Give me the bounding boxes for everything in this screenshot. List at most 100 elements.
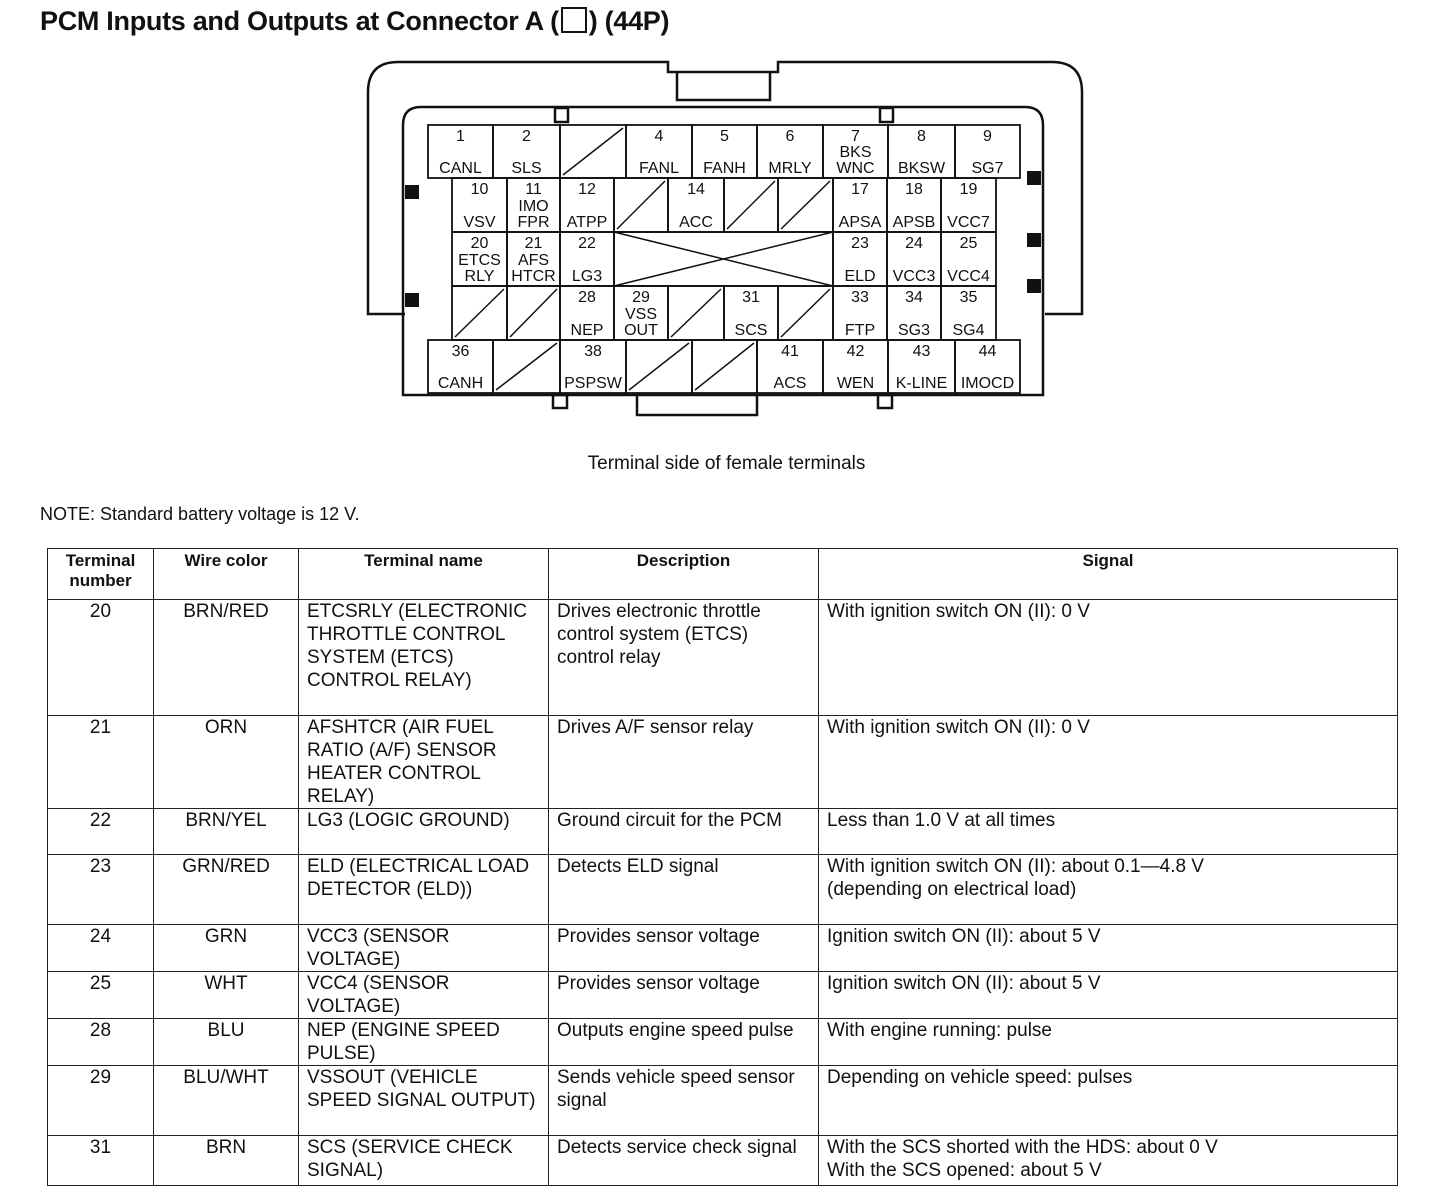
terminal-label: ELD bbox=[844, 268, 875, 285]
terminal-number: 18 bbox=[905, 181, 923, 198]
title-text: PCM Inputs and Outputs at Connector A ( bbox=[40, 6, 559, 36]
table-cell: With the SCS shorted with the HDS: about… bbox=[818, 1135, 1398, 1186]
terminal-table: Terminal number Wire color Terminal name De… bbox=[47, 548, 1398, 1186]
terminal-label: HTCR bbox=[511, 268, 555, 285]
terminal-number: 5 bbox=[720, 128, 729, 145]
terminal-label: ACC bbox=[679, 214, 713, 231]
table-cell: BLU bbox=[153, 1018, 299, 1066]
table-cell: 21 bbox=[47, 715, 154, 809]
table-cell: Provides sensor voltage bbox=[548, 971, 819, 1019]
unused-slot bbox=[509, 288, 558, 338]
table-row: 22 BRN/YEL LG3 (LOGIC GROUND) Ground circui… bbox=[47, 808, 1398, 855]
connector-face bbox=[401, 105, 1045, 397]
terminal-number: 38 bbox=[584, 343, 602, 360]
terminal-label: IMOCD bbox=[961, 375, 1014, 392]
table-cell: ORN bbox=[153, 715, 299, 809]
table-row: 28 BLU NEP (ENGINE SPEED PULSE) Outputs eng… bbox=[47, 1018, 1398, 1066]
terminal-label: CANH bbox=[438, 375, 483, 392]
terminal-number: 2 bbox=[522, 128, 531, 145]
table-cell: LG3 (LOGIC GROUND) bbox=[298, 808, 549, 855]
table-cell: Outputs engine speed pulse bbox=[548, 1018, 819, 1066]
header-row: Terminal number Wire color Terminal name De… bbox=[47, 548, 1398, 600]
table-cell: 22 bbox=[47, 808, 154, 855]
unused-slot bbox=[454, 288, 505, 338]
terminal-label: FTP bbox=[845, 322, 875, 339]
terminal-label: FANH bbox=[703, 160, 746, 177]
terminal-number: 28 bbox=[578, 289, 596, 306]
table-cell: ETCSRLY (ELECTRONIC THROTTLE CONTROL SYS… bbox=[298, 599, 549, 716]
table-cell: VCC3 (SENSOR VOLTAGE) bbox=[298, 924, 549, 972]
connector-body bbox=[366, 60, 1084, 417]
table-cell: 25 bbox=[47, 971, 154, 1019]
terminal-label: VCC7 bbox=[947, 214, 990, 231]
terminal-number: 35 bbox=[960, 289, 978, 306]
table-cell: 29 bbox=[47, 1065, 154, 1136]
table-row: 24 GRN VCC3 (SENSOR VOLTAGE) Provides senso… bbox=[47, 924, 1398, 972]
terminal-label: SG4 bbox=[952, 322, 984, 339]
terminal-label: FANL bbox=[639, 160, 679, 177]
note: NOTE: Standard battery voltage is 12 V. bbox=[40, 504, 360, 524]
key-tab bbox=[551, 393, 569, 410]
lock-marks bbox=[405, 171, 1041, 307]
terminal-number: 25 bbox=[960, 235, 978, 252]
terminal-number: 4 bbox=[655, 128, 664, 145]
unused-slot bbox=[780, 288, 831, 338]
terminal-label: VSV bbox=[463, 214, 495, 231]
lock-mark bbox=[405, 293, 419, 307]
terminal-label: MRLY bbox=[768, 160, 812, 177]
terminal-label: ATPP bbox=[567, 214, 608, 231]
terminal-number: 7 bbox=[851, 128, 860, 145]
table-cell: 28 bbox=[47, 1018, 154, 1066]
terminal-number: 44 bbox=[979, 343, 997, 360]
table-cell: VSSOUT (VEHICLE SPEED SIGNAL OUTPUT) bbox=[298, 1065, 549, 1136]
latch bbox=[675, 72, 772, 102]
unused-slot bbox=[780, 180, 831, 230]
terminal-label: SCS bbox=[735, 322, 768, 339]
terminal-label: PSPSW bbox=[564, 375, 623, 392]
table-cell: Sends vehicle speed sensor signal bbox=[548, 1065, 819, 1136]
key-tab bbox=[876, 393, 894, 410]
terminal-label: SG7 bbox=[971, 160, 1003, 177]
table-cell: BLU/WHT bbox=[153, 1065, 299, 1136]
table-cell: BRN/RED bbox=[153, 599, 299, 716]
terminal-label: LG3 bbox=[572, 268, 602, 285]
header-cell: Description bbox=[548, 548, 819, 600]
terminal-number: 24 bbox=[905, 235, 923, 252]
page-title: PCM Inputs and Outputs at Connector A ()… bbox=[40, 6, 670, 37]
unused-slot bbox=[562, 127, 624, 176]
unused-slot bbox=[670, 288, 722, 338]
terminal-number: 29 bbox=[632, 289, 650, 306]
table-cell: 23 bbox=[47, 854, 154, 925]
lock-mark bbox=[1027, 171, 1041, 185]
terminal-number: 6 bbox=[786, 128, 795, 145]
terminal-label: K-LINE bbox=[896, 375, 948, 392]
terminal-number: 36 bbox=[452, 343, 470, 360]
terminal-label: ACS bbox=[774, 375, 807, 392]
terminal-label: IMO bbox=[518, 198, 548, 215]
unused-slot bbox=[495, 342, 558, 391]
table-cell: 31 bbox=[47, 1135, 154, 1186]
terminal-label: VCC3 bbox=[893, 268, 936, 285]
lock-mark bbox=[1027, 233, 1041, 247]
terminal-number: 8 bbox=[917, 128, 926, 145]
terminal-label: BKS bbox=[839, 144, 871, 161]
table-cell: Drives electronic throttle control syste… bbox=[548, 599, 819, 716]
unused-slot bbox=[726, 180, 776, 230]
table-cell: WHT bbox=[153, 971, 299, 1019]
table-row: 29 BLU/WHT VSSOUT (VEHICLE SPEED SIGNAL OU… bbox=[47, 1065, 1398, 1136]
terminal-label: RLY bbox=[465, 268, 495, 285]
title-suffix: ) (44P) bbox=[588, 6, 670, 36]
table-cell: Ground circuit for the PCM bbox=[548, 808, 819, 855]
terminal-label: WEN bbox=[837, 375, 874, 392]
terminal-number: 17 bbox=[851, 181, 869, 198]
header-cell: Terminal name bbox=[298, 548, 549, 600]
diagram-caption: Terminal side of female terminals bbox=[587, 453, 866, 474]
table-cell: With ignition switch ON (II): 0 V bbox=[818, 599, 1398, 716]
table-cell: AFSHTCR (AIR FUEL RATIO (A/F) SENSOR HEA… bbox=[298, 715, 549, 809]
terminal-label: VSS bbox=[625, 306, 657, 323]
terminal-number: 14 bbox=[687, 181, 705, 198]
terminal-label: ETCS bbox=[458, 252, 501, 269]
table-cell: With engine running: pulse bbox=[818, 1018, 1398, 1066]
